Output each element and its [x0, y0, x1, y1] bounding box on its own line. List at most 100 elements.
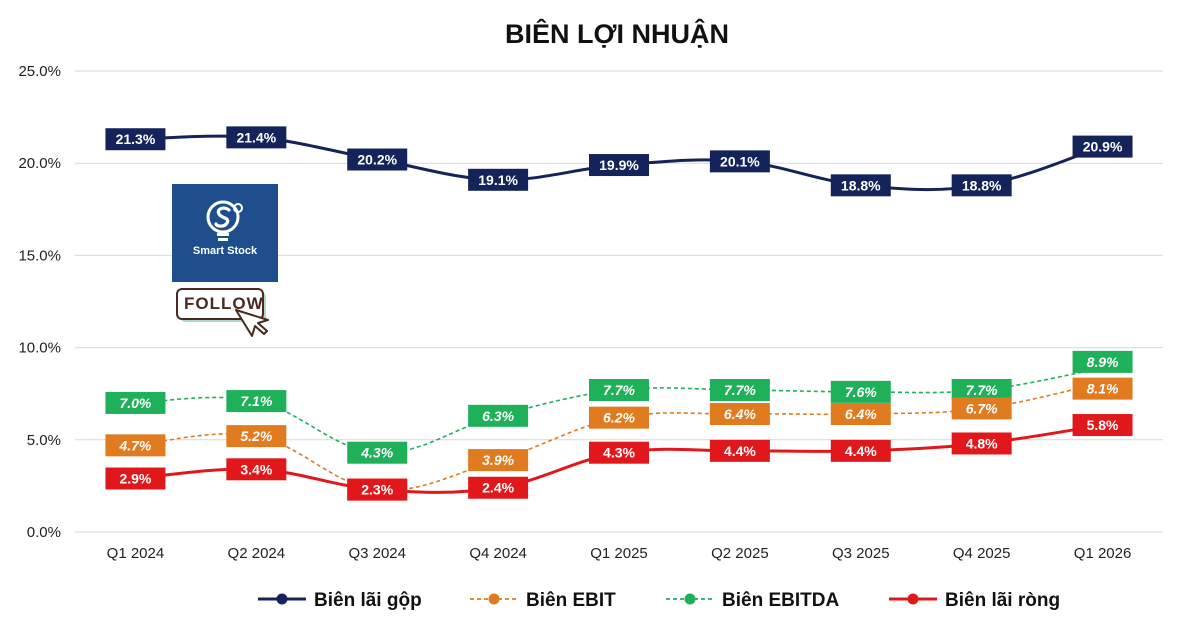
data-label-ebit: 8.1% — [1072, 377, 1133, 400]
data-label-text: 7.7% — [724, 382, 756, 398]
data-label-text: 5.8% — [1087, 417, 1119, 433]
legend-marker — [684, 593, 696, 605]
data-label-gross: 20.9% — [1072, 135, 1133, 158]
data-label-net: 4.4% — [830, 439, 891, 462]
data-label-box — [1072, 414, 1133, 437]
data-label-box — [105, 434, 166, 457]
follow-label: FOLLOW — [184, 294, 264, 313]
y-tick-label: 15.0% — [18, 247, 61, 264]
data-label-box — [468, 404, 529, 427]
data-label-text: 20.2% — [357, 152, 397, 168]
smart-stock-logo: Smart Stock — [172, 184, 278, 282]
data-label-text: 20.1% — [720, 153, 760, 169]
data-label-ebitda: 7.7% — [709, 379, 770, 402]
x-tick-label: Q2 2025 — [711, 545, 769, 562]
data-label-text: 18.8% — [841, 177, 881, 193]
data-label-net: 4.4% — [709, 439, 770, 462]
chart-title: BIÊN LỢI NHUẬN — [505, 18, 729, 49]
data-label-text: 2.3% — [361, 482, 393, 498]
data-label-ebit: 6.2% — [589, 406, 649, 429]
data-label-box — [468, 449, 529, 472]
follow-badge-frame — [176, 288, 269, 337]
data-label-ebit: 5.2% — [226, 425, 287, 448]
data-label-box — [105, 391, 166, 414]
data-label-box — [468, 476, 529, 499]
data-label-box — [830, 174, 891, 197]
data-label-box — [830, 439, 891, 462]
data-label-text: 7.7% — [603, 382, 635, 398]
data-label-box — [589, 406, 649, 429]
data-label-box — [1072, 350, 1133, 373]
bulb-s-icon — [206, 200, 243, 241]
data-label-text: 3.9% — [482, 452, 514, 468]
data-label-text: 6.2% — [603, 410, 635, 426]
data-label-gross: 19.1% — [468, 168, 529, 191]
data-label-ebitda: 7.7% — [951, 379, 1012, 402]
series-line-ebit — [135, 381, 1103, 491]
data-label-ebit: 3.9% — [468, 449, 529, 472]
legend-item-ebitda: Biên EBITDA — [666, 590, 839, 611]
data-label-box — [589, 379, 649, 402]
data-label-ebitda: 7.0% — [105, 391, 166, 414]
data-label-box — [226, 390, 287, 413]
y-tick-label: 25.0% — [18, 63, 61, 80]
data-label-box — [830, 380, 891, 403]
data-label-box — [105, 128, 166, 151]
data-label-box — [589, 441, 649, 464]
data-label-net: 2.3% — [347, 478, 408, 501]
follow-badge: FOLLOW — [176, 288, 276, 348]
data-label-box — [951, 432, 1012, 455]
data-label-box — [951, 397, 1012, 420]
x-axis-ticks: Q1 2024 Q2 2024 Q3 2024 Q4 2024 Q1 2025 Q2 20… — [107, 545, 1132, 562]
data-label-box — [105, 467, 166, 490]
data-label-text: 6.7% — [966, 400, 998, 416]
y-tick-label: 0.0% — [27, 524, 61, 541]
data-label-ebitda: 7.1% — [226, 390, 287, 413]
data-label-text: 4.8% — [966, 435, 998, 451]
data-label-gross: 18.8% — [951, 174, 1012, 197]
data-label-ebitda: 7.6% — [830, 380, 891, 403]
y-tick-label: 20.0% — [18, 155, 61, 172]
data-label-text: 7.6% — [845, 384, 877, 400]
data-label-box — [951, 379, 1012, 402]
data-label-ebitda: 6.3% — [468, 404, 529, 427]
data-label-gross: 20.1% — [709, 150, 770, 173]
legend-label: Biên lãi gộp — [314, 590, 422, 611]
data-label-net: 3.4% — [226, 458, 287, 481]
legend-label: Biên EBIT — [526, 590, 616, 611]
data-label-net: 4.8% — [951, 432, 1012, 455]
data-label-ebit: 6.7% — [951, 397, 1012, 420]
data-label-box — [226, 126, 287, 149]
data-label-text: 18.8% — [962, 177, 1002, 193]
data-label-net: 2.9% — [105, 467, 166, 490]
data-label-net: 4.3% — [589, 441, 649, 464]
data-label-text: 4.7% — [118, 437, 151, 453]
data-label-text: 5.2% — [240, 428, 272, 444]
data-label-text: 4.4% — [845, 443, 877, 459]
legend-item-net: Biên lãi ròng — [889, 590, 1060, 611]
data-label-net: 5.8% — [1072, 414, 1133, 437]
data-label-text: 19.9% — [599, 157, 639, 173]
data-label-text: 8.1% — [1087, 381, 1119, 397]
x-tick-label: Q3 2025 — [832, 545, 890, 562]
x-tick-label: Q4 2024 — [469, 545, 527, 562]
data-label-text: 7.1% — [240, 393, 272, 409]
x-tick-label: Q3 2024 — [348, 545, 406, 562]
data-label-box — [589, 154, 649, 177]
data-label-ebitda: 4.3% — [347, 441, 408, 464]
y-tick-label: 10.0% — [18, 340, 61, 357]
logo-brand-name: Smart Stock — [192, 245, 258, 257]
legend-marker — [488, 593, 500, 605]
data-label-gross: 21.4% — [226, 126, 287, 149]
data-label-text: 6.3% — [482, 408, 514, 424]
data-label-box — [709, 379, 770, 402]
data-label-box — [709, 439, 770, 462]
data-label-text: 6.4% — [845, 406, 877, 422]
data-label-ebitda: 8.9% — [1072, 350, 1133, 373]
legend-marker — [907, 593, 919, 605]
x-tick-label: Q4 2025 — [953, 545, 1011, 562]
data-label-text: 2.9% — [119, 471, 151, 487]
data-label-text: 3.4% — [240, 461, 272, 477]
data-label-text: 8.9% — [1087, 354, 1119, 370]
